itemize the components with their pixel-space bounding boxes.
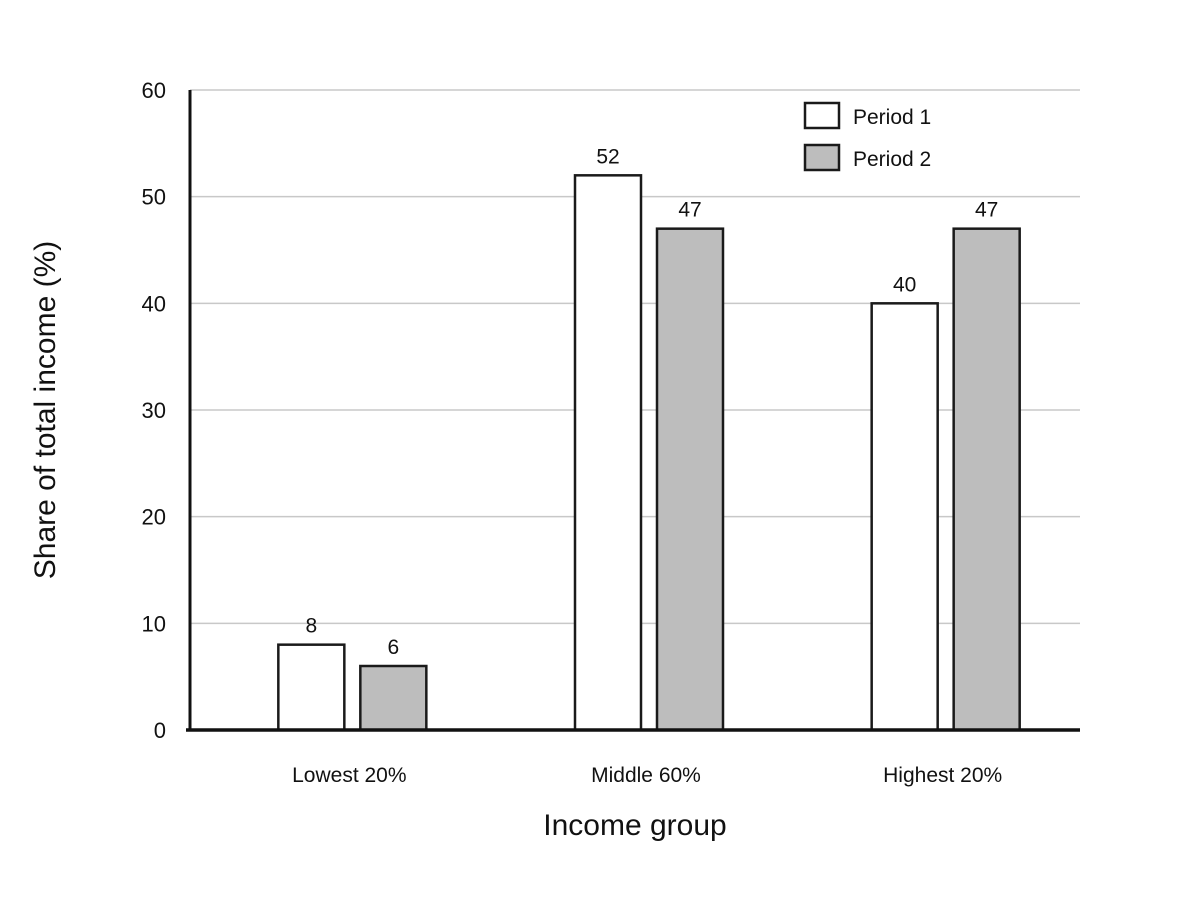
data-label: 52 [596, 145, 619, 168]
y-tick-label: 0 [154, 718, 166, 743]
y-tick-label: 10 [142, 611, 166, 636]
y-tick-label: 50 [142, 185, 166, 210]
y-tick-label: 40 [142, 291, 166, 316]
legend-swatch-period-1 [803, 101, 841, 130]
bar-period-2 [359, 664, 428, 732]
legend: Period 1 Period 2 [803, 101, 931, 172]
bar-period-2 [952, 227, 1021, 732]
x-tick-label: Lowest 20% [292, 764, 406, 787]
legend-label: Period 1 [853, 106, 931, 129]
bar-period-1 [277, 643, 346, 732]
data-label: 47 [678, 199, 701, 222]
x-tick-label: Highest 20% [883, 764, 1002, 787]
bar-period-2 [655, 227, 725, 732]
y-tick-label: 60 [142, 78, 166, 103]
x-tick-label: Middle 60% [591, 764, 701, 787]
y-tick-label: 30 [142, 398, 166, 423]
bar-period-1 [573, 174, 643, 732]
data-label: 40 [893, 273, 916, 296]
legend-label: Period 2 [853, 148, 931, 171]
y-axis-title: Share of total income (%) [29, 241, 62, 579]
x-axis-title: Income group [543, 809, 726, 842]
legend-swatch-period-2 [803, 143, 841, 172]
data-labels: 8 6 52 47 40 47 [305, 145, 998, 659]
tick-labels: 0 10 20 30 40 50 60 Lowest 20% Middle 60% Highest… [142, 78, 1003, 787]
data-label: 6 [387, 636, 399, 659]
bar-period-1 [870, 302, 939, 732]
data-label: 47 [975, 199, 998, 222]
bars [277, 174, 1021, 732]
y-tick-label: 20 [142, 505, 166, 530]
axes [186, 90, 1080, 732]
data-label: 8 [305, 615, 317, 638]
